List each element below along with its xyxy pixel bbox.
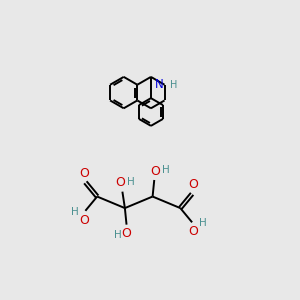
Text: O: O — [79, 214, 89, 226]
Text: N: N — [154, 78, 164, 91]
Text: O: O — [151, 165, 160, 178]
Text: O: O — [188, 178, 198, 191]
Text: O: O — [188, 225, 198, 238]
Text: H: H — [199, 218, 206, 229]
Text: H: H — [162, 165, 170, 175]
Text: H: H — [71, 207, 79, 217]
Text: O: O — [116, 176, 125, 189]
Text: O: O — [122, 227, 131, 240]
Text: H: H — [114, 230, 122, 240]
Text: O: O — [79, 167, 89, 179]
Text: H: H — [169, 80, 177, 90]
Text: H: H — [128, 178, 135, 188]
